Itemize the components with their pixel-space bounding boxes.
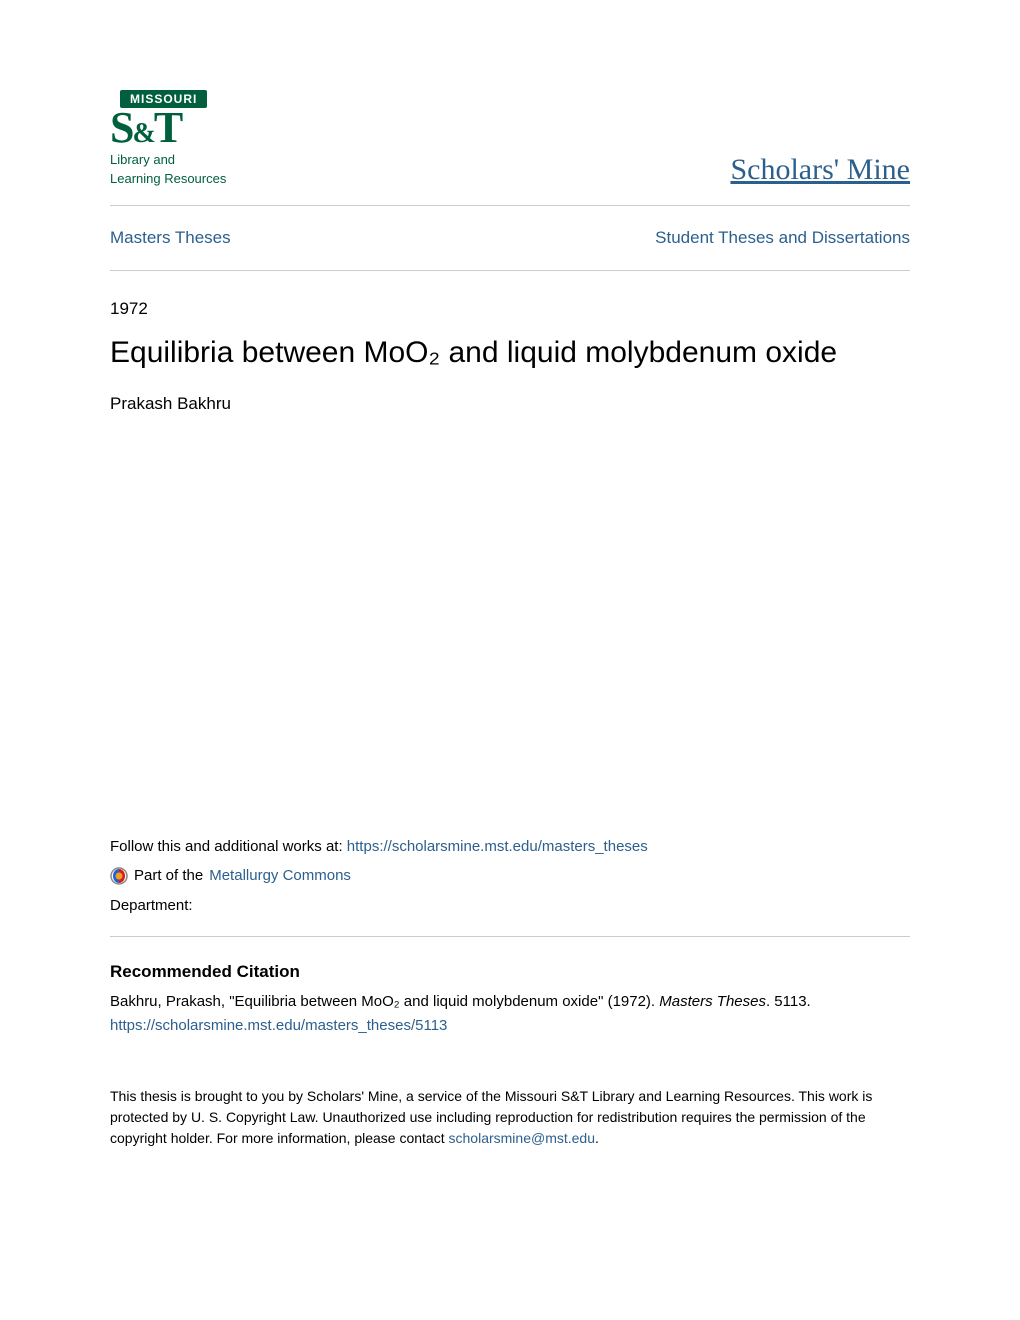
citation-section: Recommended Citation Bakhru, Prakash, "E…	[110, 959, 910, 1038]
follow-prefix: Follow this and additional works at:	[110, 838, 347, 855]
publication-year: 1972	[110, 299, 910, 319]
breadcrumb-nav: Masters Theses Student Theses and Disser…	[110, 206, 910, 271]
partof-prefix: Part of the	[134, 863, 203, 889]
footer-email-link[interactable]: scholarsmine@mst.edu	[449, 1130, 596, 1146]
page-header: MISSOURI S&T Library and Learning Resour…	[110, 90, 910, 206]
logo-abbrev: S&T	[110, 108, 181, 148]
citation-heading: Recommended Citation	[110, 959, 910, 985]
follow-section: Follow this and additional works at: htt…	[110, 834, 910, 938]
logo-top: MISSOURI S&T	[110, 90, 226, 148]
citation-url-link[interactable]: https://scholarsmine.mst.edu/masters_the…	[110, 1017, 447, 1034]
follow-url-link[interactable]: https://scholarsmine.mst.edu/masters_the…	[347, 838, 648, 855]
footer-part2: .	[595, 1130, 599, 1146]
partof-row: Part of the Metallurgy Commons	[110, 863, 910, 889]
document-title: Equilibria between MoO₂ and liquid molyb…	[110, 333, 910, 372]
department-label: Department:	[110, 893, 910, 919]
footer-text: This thesis is brought to you by Scholar…	[110, 1086, 910, 1149]
logo-subtitle-2: Learning Resources	[110, 171, 226, 187]
logo-subtitle-1: Library and	[110, 152, 226, 168]
site-title-link[interactable]: Scholars' Mine	[730, 153, 910, 187]
citation-italic: Masters Theses	[659, 993, 766, 1010]
citation-part1: Bakhru, Prakash, "Equilibria between MoO…	[110, 993, 659, 1010]
citation-text: Bakhru, Prakash, "Equilibria between MoO…	[110, 991, 910, 1014]
follow-row: Follow this and additional works at: htt…	[110, 834, 910, 860]
network-icon	[110, 867, 128, 885]
citation-part2: . 5113.	[766, 993, 811, 1010]
nav-right-link[interactable]: Student Theses and Dissertations	[655, 228, 910, 248]
institution-logo: MISSOURI S&T Library and Learning Resour…	[110, 90, 226, 187]
nav-left-link[interactable]: Masters Theses	[110, 228, 231, 248]
author-name: Prakash Bakhru	[110, 394, 910, 414]
partof-link[interactable]: Metallurgy Commons	[209, 863, 351, 889]
